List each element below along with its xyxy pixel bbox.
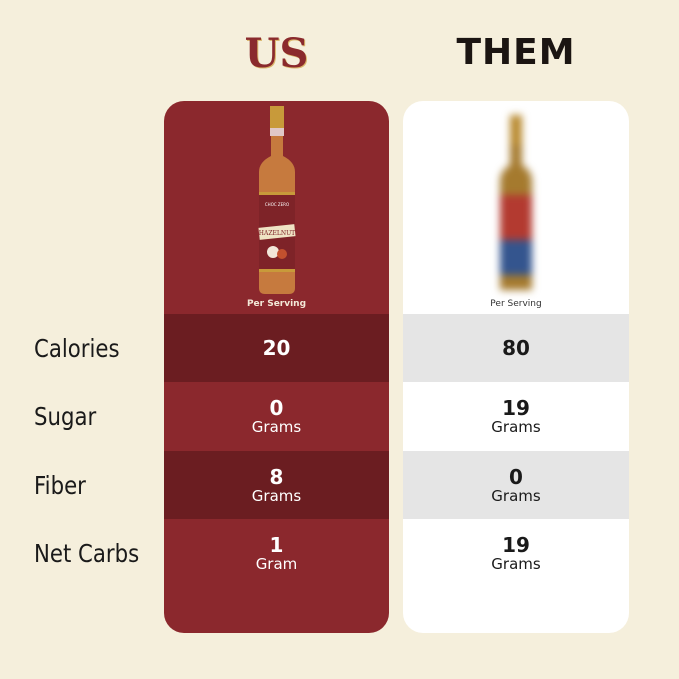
us-calories-row: 20 [164, 314, 389, 382]
them-bottle-image [500, 115, 532, 290]
label-net-carbs: Net Carbs [34, 538, 140, 568]
us-calories-value: 20 [262, 336, 291, 360]
them-fiber-value: 0 [509, 464, 523, 489]
them-per-serving: Per Serving [490, 299, 542, 309]
label-calories: Calories [34, 333, 120, 363]
us-sugar-row: 0 Grams [164, 382, 389, 450]
them-sugar-row: 19 Grams [403, 382, 629, 450]
us-netcarbs-row: 1 Gram [164, 519, 389, 587]
them-card: Per Serving 80 19 Grams 0 Grams 19 Grams [403, 101, 629, 633]
us-sugar-unit: Grams [251, 417, 302, 436]
them-fiber-unit: Grams [491, 486, 541, 505]
them-netcarbs-value: 19 [502, 532, 530, 557]
us-bottle-image: HAZELNUT CHOC ZERO [257, 106, 296, 294]
us-netcarbs-value: 1 [269, 532, 284, 557]
us-fiber-row: 8 Grams [164, 451, 389, 519]
us-netcarbs-unit: Gram [255, 554, 298, 573]
us-card: HAZELNUT CHOC ZERO Per Serving 20 0 Grams… [164, 101, 389, 633]
them-netcarbs-row: 19 Grams [403, 519, 629, 587]
them-calories-value: 80 [502, 336, 530, 360]
them-sugar-unit: Grams [491, 417, 541, 436]
label-sugar: Sugar [34, 401, 97, 431]
label-fiber: Fiber [34, 470, 86, 500]
us-fiber-unit: Grams [251, 486, 302, 505]
us-sugar-value: 0 [269, 395, 284, 420]
us-heading: US [244, 30, 309, 77]
them-fiber-row: 0 Grams [403, 451, 629, 519]
us-per-serving: Per Serving [246, 299, 307, 309]
us-fiber-value: 8 [269, 464, 284, 489]
us-product-label: HAZELNUT [258, 230, 294, 237]
them-calories-row: 80 [403, 314, 629, 382]
them-netcarbs-unit: Grams [491, 554, 541, 573]
us-brand: CHOC ZERO [264, 202, 288, 207]
them-sugar-value: 19 [502, 395, 530, 420]
them-heading: THEM [456, 32, 576, 73]
